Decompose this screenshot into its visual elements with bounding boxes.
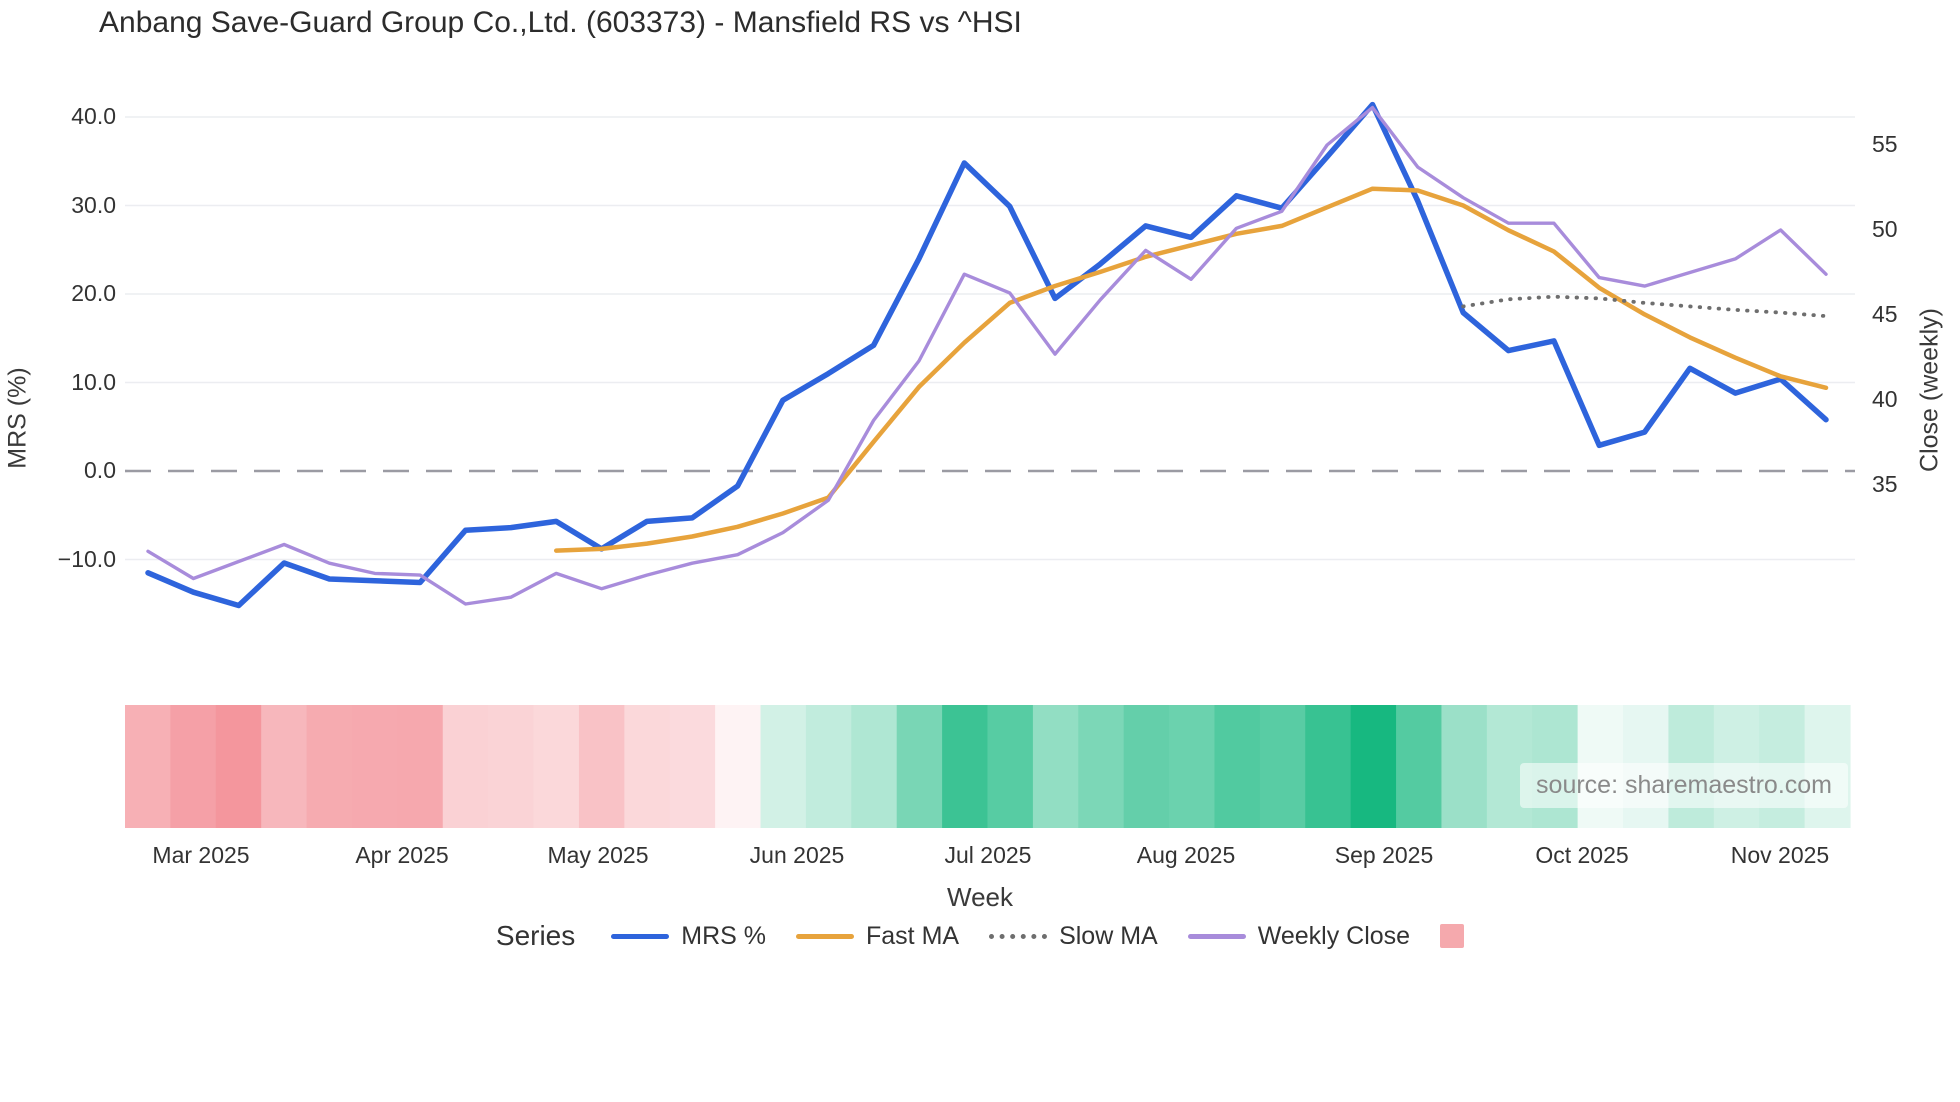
heatmap-cell[interactable] [624,705,671,828]
y-right-tick: 40 [1872,386,1898,412]
heatmap-swatch-icon[interactable] [1440,924,1465,948]
heatmap-cell[interactable] [896,705,943,828]
heatmap-cell[interactable] [1259,705,1306,828]
gridlines [125,116,1855,561]
y-right-tick: 45 [1872,301,1898,327]
slow-ma-dotted-swatch-icon [989,933,1048,939]
heatmap-cell[interactable] [1441,705,1488,828]
x-axis-title: Week [947,882,1013,912]
y-right-tick: 55 [1872,131,1898,157]
heatmap-cell[interactable] [170,705,217,828]
legend-label-mrs: MRS % [681,921,766,950]
heatmap-cell[interactable] [1350,705,1397,828]
heatmap-cell[interactable] [1214,705,1261,828]
series-line-mrs-[interactable] [145,101,1829,609]
legend-label-weekly-close: Weekly Close [1257,921,1411,950]
x-month-label: Mar 2025 [152,842,250,868]
heatmap-cell[interactable] [306,705,353,828]
heatmap-cell[interactable] [1396,705,1443,828]
heatmap-cell[interactable] [397,705,444,828]
heatmap-cell[interactable] [669,705,716,828]
legend-label-fast-ma: Fast MA [866,921,960,950]
x-month-label: May 2025 [547,842,649,868]
legend-item-slow-ma[interactable]: Slow MA [989,922,1158,951]
x-month-label: Oct 2025 [1535,842,1629,868]
heatmap-cell[interactable] [1169,705,1216,828]
y-right-axis-label: Close (weekly) [1915,308,1944,472]
series-line-weekly-close[interactable] [146,105,1828,606]
source-watermark: source: sharemaestro.com [1520,763,1848,808]
x-month-label: Jun 2025 [749,842,845,868]
fast-ma-line-swatch-icon [796,933,854,939]
legend-label-slow-ma: Slow MA [1059,921,1158,950]
y-left-tick: 10.0 [71,368,116,395]
heatmap-cell[interactable] [805,705,852,828]
legend-item-mrs[interactable]: MRS % [611,922,766,951]
y-right-tick: 35 [1872,471,1898,497]
heatmap-cell[interactable] [1078,705,1125,828]
x-month-label: Sep 2025 [1334,842,1434,868]
heatmap-cell[interactable] [578,705,625,828]
series-line-fast-ma[interactable] [553,186,1829,553]
heatmap-cell[interactable] [261,705,308,828]
legend: Series MRS % Fast MA Slow MA Weekly Clos… [0,920,1960,952]
heatmap-cell[interactable] [715,705,762,828]
x-month-label: Nov 2025 [1730,842,1830,868]
heatmap-cell[interactable] [351,705,398,828]
legend-title: Series [495,920,576,951]
heatmap-cell[interactable] [125,705,171,828]
y-right-tick: 50 [1872,216,1898,242]
mrs-line-swatch-icon [611,933,670,939]
legend-item-weekly-close[interactable]: Weekly Close [1187,921,1411,951]
y-left-tick: 0.0 [84,457,116,483]
y-left-tick: −10.0 [57,545,116,572]
heatmap-cell[interactable] [942,705,989,828]
heatmap-cell[interactable] [987,705,1034,828]
y-left-tick: 40.0 [71,103,116,129]
y-left-tick: 30.0 [71,191,116,218]
heatmap-cell[interactable] [533,705,580,828]
heatmap-cell[interactable] [1032,705,1079,828]
legend-item-fast-ma[interactable]: Fast MA [796,922,959,951]
x-month-label: Aug 2025 [1136,842,1236,868]
y-left-tick: 20.0 [71,280,116,306]
heatmap-cell[interactable] [1305,705,1352,828]
heatmap-cell[interactable] [442,705,489,828]
heatmap-cell[interactable] [1123,705,1170,828]
heatmap-cell[interactable] [851,705,898,828]
heatmap-cell[interactable] [760,705,807,828]
x-month-label: Jul 2025 [944,842,1032,868]
series-line-slow-ma[interactable] [1461,294,1828,318]
weekly-close-line-swatch-icon [1187,933,1246,939]
heatmap-cell[interactable] [215,705,262,828]
chart-title: Anbang Save-Guard Group Co.,Ltd. (603373… [99,6,1022,39]
heatmap-cell[interactable] [488,705,535,828]
x-month-label: Apr 2025 [355,842,449,868]
